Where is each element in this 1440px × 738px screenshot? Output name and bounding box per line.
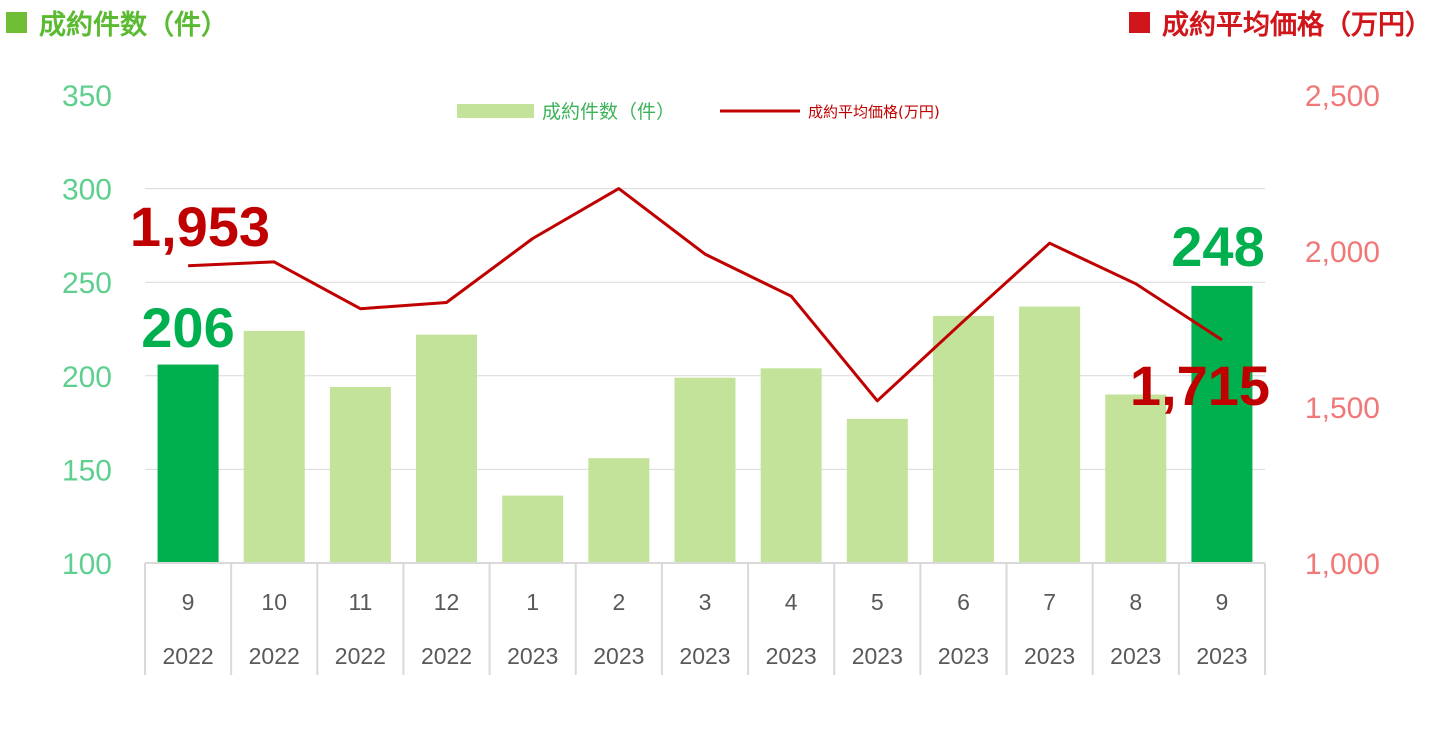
x-tick-year: 2023 (679, 643, 730, 669)
right-tick-label: 1,500 (1305, 392, 1380, 425)
bar (674, 377, 736, 563)
price-value-label: 1,715 (1130, 354, 1270, 417)
bar-value-label: 248 (1171, 215, 1264, 278)
data-label-annotations: 206 248 1,953 1,715 (130, 195, 1270, 417)
bar (243, 330, 305, 563)
x-tick-month: 9 (182, 589, 195, 615)
x-tick-year: 2023 (593, 643, 644, 669)
left-tick-label: 250 (62, 267, 112, 300)
legend-bar-swatch (457, 104, 534, 118)
left-axis-title: 成約件数（件） (6, 2, 228, 42)
green-square-icon (6, 11, 27, 33)
left-tick-label: 100 (62, 548, 112, 581)
price-line (188, 187, 1223, 403)
right-tick-label: 2,500 (1305, 80, 1380, 113)
bar-value-label: 206 (141, 296, 234, 359)
bar (760, 368, 822, 563)
x-tick-month: 10 (261, 589, 287, 615)
right-axis-title-text: 成約平均価格（万円） (1162, 9, 1432, 41)
bar (588, 458, 650, 563)
price-value-label: 1,953 (130, 195, 270, 258)
x-tick-year: 2023 (1196, 643, 1247, 669)
line-series (188, 187, 1223, 403)
left-tick-label: 150 (62, 454, 112, 487)
x-tick-year: 2022 (421, 643, 472, 669)
right-tick-label: 2,000 (1305, 236, 1380, 269)
x-tick-month: 11 (348, 589, 372, 615)
x-tick-year: 2023 (938, 643, 989, 669)
bar-highlight (157, 364, 219, 563)
right-tick-label: 1,000 (1305, 548, 1380, 581)
bar-highlight (1191, 285, 1253, 563)
x-tick-month: 8 (1129, 589, 1142, 615)
x-tick-year: 2022 (249, 643, 300, 669)
bar (416, 334, 478, 563)
x-tick-year: 2022 (162, 643, 213, 669)
bar (329, 387, 391, 563)
right-axis-title: 成約平均価格（万円） (1129, 2, 1432, 42)
bar (932, 315, 994, 563)
left-axis-title-text: 成約件数（件） (39, 9, 228, 41)
x-tick-year: 2023 (766, 643, 817, 669)
bar (846, 418, 908, 563)
x-tick-year: 2022 (335, 643, 386, 669)
x-tick-year: 2023 (1024, 643, 1075, 669)
left-tick-label: 200 (62, 361, 112, 394)
bar-series (157, 285, 1253, 563)
x-tick-year: 2023 (852, 643, 903, 669)
bar (1019, 306, 1081, 563)
x-tick-month: 5 (871, 589, 884, 615)
x-tick-month: 3 (699, 589, 712, 615)
red-square-icon (1129, 11, 1150, 33)
x-tick-month: 12 (434, 589, 460, 615)
x-tick-month: 2 (612, 589, 625, 615)
x-tick-year: 2023 (507, 643, 558, 669)
left-tick-label: 350 (62, 80, 112, 113)
x-tick-month: 7 (1043, 589, 1056, 615)
x-tick-month: 1 (526, 589, 539, 615)
axes: 350 300 250 200 150 100 2,500 2,000 1,500 1,000 9 2… (62, 80, 1380, 675)
legend: 成約件数（件） 成約平均価格(万円) (457, 101, 940, 123)
x-tick-month: 4 (785, 589, 798, 615)
bar (502, 495, 564, 563)
x-tick-year: 2023 (1110, 643, 1161, 669)
legend-bar-label: 成約件数（件） (542, 101, 675, 123)
left-tick-label: 300 (62, 174, 112, 207)
x-tick-month: 6 (957, 589, 970, 615)
bar (1105, 394, 1167, 563)
x-tick-month: 9 (1216, 589, 1229, 615)
legend-line-label: 成約平均価格(万円) (808, 103, 940, 121)
